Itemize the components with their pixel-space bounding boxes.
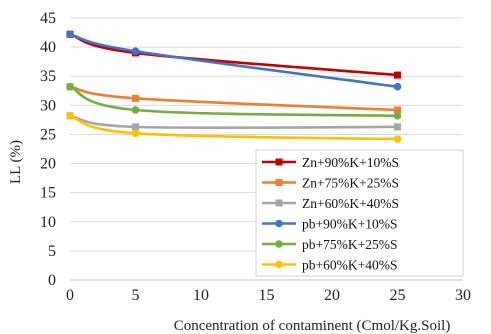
data-point <box>394 106 401 114</box>
series-line-2 <box>68 85 399 112</box>
data-point <box>393 112 402 120</box>
x-tick-label: 10 <box>193 287 209 304</box>
legend-label: pb+90%K+10%S <box>302 217 397 232</box>
x-tick-label: 20 <box>324 287 340 304</box>
legend-label: Zn+75%K+25%S <box>302 176 399 191</box>
legend-label: pb+75%K+25%S <box>302 237 397 252</box>
legend: Zn+90%K+10%S Zn+75%K+25%S Zn+60%K+40%S pb+9… <box>255 149 464 277</box>
legend-marker <box>275 158 283 166</box>
data-point <box>132 94 139 102</box>
y-tick-label: 25 <box>40 126 56 143</box>
y-tick-label: 5 <box>48 243 56 260</box>
data-point <box>394 123 401 131</box>
series-lines <box>68 33 399 141</box>
x-tick-label: 5 <box>132 287 140 304</box>
legend-marker <box>275 240 283 248</box>
y-tick-labels: 0 5 10 15 20 25 30 35 40 45 <box>40 10 56 289</box>
y-axis-title: LL (%) <box>8 140 24 184</box>
y-tick-label: 15 <box>40 185 56 202</box>
legend-marker <box>275 199 283 207</box>
x-axis-title: Concentration of contaminent (Cmol/Kg.So… <box>174 318 451 334</box>
y-tick-label: 35 <box>40 68 56 85</box>
legend-marker <box>275 219 283 228</box>
data-point <box>131 129 140 138</box>
legend-box <box>255 149 464 277</box>
data-point <box>66 30 74 39</box>
x-tick-labels: 0 5 10 15 20 25 30 <box>66 287 471 304</box>
data-point <box>393 82 402 91</box>
data-point <box>393 135 402 143</box>
y-tick-label: 20 <box>40 156 56 173</box>
y-tick-label: 10 <box>40 214 56 231</box>
legend-label: Zn+60%K+40%S <box>302 196 399 211</box>
legend-marker <box>275 179 283 186</box>
legend-marker <box>275 260 283 269</box>
series-line-4 <box>68 33 399 89</box>
y-tick-label: 45 <box>40 10 56 27</box>
data-point <box>394 71 401 79</box>
series-line-3 <box>68 114 399 130</box>
x-tick-label: 15 <box>259 287 275 304</box>
series-line-6 <box>68 114 399 141</box>
data-point <box>131 47 140 55</box>
data-point <box>66 82 74 91</box>
data-point <box>132 123 139 131</box>
x-tick-label: 0 <box>66 287 74 304</box>
x-tick-label: 30 <box>455 287 471 304</box>
data-point <box>131 106 140 114</box>
y-tick-label: 0 <box>48 272 56 289</box>
x-tick-label: 25 <box>390 287 406 304</box>
data-point <box>66 112 74 120</box>
legend-label: Zn+90%K+10%S <box>302 155 399 170</box>
series-markers <box>66 30 402 143</box>
y-tick-label: 30 <box>40 97 56 114</box>
series-line-5 <box>68 85 399 118</box>
legend-label: pb+60%K+40%S <box>302 258 397 273</box>
series-line-1 <box>68 33 399 77</box>
y-tick-label: 40 <box>40 39 56 56</box>
